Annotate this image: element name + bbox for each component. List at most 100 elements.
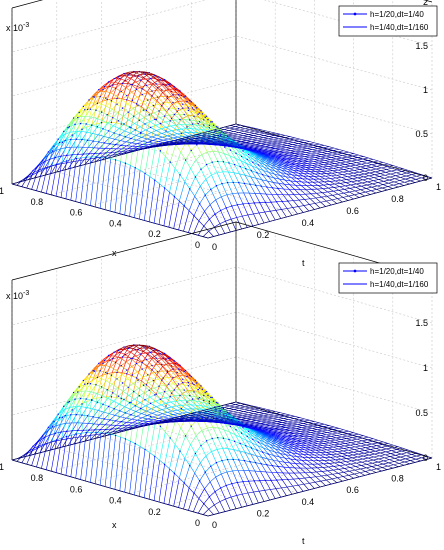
mesh-segment [216, 449, 223, 461]
mesh-segment [172, 104, 178, 112]
mesh-segment [109, 132, 115, 139]
mesh-segment [183, 230, 189, 233]
coarse-marker [117, 120, 120, 122]
mesh-segment [253, 213, 259, 225]
mesh-segment [223, 153, 230, 156]
mesh-segment [286, 215, 293, 218]
coarse-marker [65, 160, 68, 162]
mesh-segment [183, 508, 189, 511]
coarse-marker [238, 144, 240, 146]
mesh-segment [268, 136, 274, 138]
mesh-segment [265, 202, 271, 212]
mesh-segment [357, 177, 363, 181]
coarse-marker [98, 141, 100, 143]
mesh-segment [251, 170, 258, 174]
mesh-segment [325, 157, 331, 160]
coarse-marker [105, 97, 107, 99]
mesh-segment [165, 85, 171, 88]
mesh-segment [304, 171, 310, 175]
mesh-segment [173, 140, 180, 143]
mesh-segment [306, 150, 312, 153]
mesh-segment [400, 175, 407, 178]
mesh-segment [396, 172, 402, 175]
coarse-marker [124, 136, 127, 138]
mesh-segment [45, 173, 52, 176]
mesh-segment [321, 154, 327, 157]
mesh-segment [228, 162, 235, 165]
mesh-segment [164, 162, 171, 188]
coarse-marker [162, 83, 164, 86]
mesh-segment [128, 150, 135, 153]
mesh-segment [263, 170, 269, 177]
mesh-segment [220, 487, 226, 500]
mesh-segment [394, 181, 400, 184]
mesh-segment [233, 129, 240, 132]
mesh-segment [253, 212, 260, 215]
mesh-segment [26, 187, 32, 190]
coarse-marker [219, 134, 222, 136]
coarse-marker [74, 123, 76, 126]
mesh-segment [117, 112, 124, 117]
mesh-segment [216, 183, 223, 187]
coarse-marker [86, 139, 89, 141]
mesh-segment [102, 86, 109, 90]
mesh-segment [95, 206, 101, 209]
coarse-marker [175, 88, 177, 91]
mesh-segment [248, 154, 254, 160]
mesh-segment [352, 155, 358, 158]
mesh-segment [269, 169, 276, 172]
mesh-segment [379, 174, 386, 177]
coarse-marker [114, 143, 117, 146]
mesh-segment [81, 156, 87, 159]
mesh-segment [174, 174, 181, 197]
mesh-segment [98, 86, 105, 90]
mesh-segment [250, 127, 256, 129]
mesh-segment [225, 218, 232, 222]
mesh-segment [333, 187, 340, 191]
t-tick-label: 0.8 [391, 194, 404, 204]
coarse-marker [131, 83, 134, 86]
mesh-segment [156, 374, 163, 381]
mesh-segment [59, 409, 65, 418]
mesh-segment [229, 126, 236, 129]
mesh-segment [165, 125, 171, 128]
mesh-segment [338, 150, 344, 153]
mesh-segment [304, 199, 310, 205]
mesh-segment [118, 120, 125, 125]
mesh-segment [255, 128, 261, 130]
mesh-segment [39, 161, 45, 171]
mesh-segment [151, 84, 158, 91]
mesh-segment [177, 97, 183, 100]
mesh-segment [130, 138, 137, 141]
mesh-segment [11, 182, 18, 185]
mesh-segment [245, 143, 251, 145]
mesh-segment [346, 178, 353, 180]
coarse-marker [179, 118, 181, 121]
mesh-segment [139, 446, 146, 450]
mesh-segment [319, 176, 326, 180]
coarse-marker [169, 161, 171, 163]
coarse-marker [149, 126, 152, 129]
mesh-segment [290, 149, 297, 151]
mesh-segment [340, 179, 347, 181]
mesh-segment [206, 134, 213, 137]
mesh-segment [390, 173, 396, 176]
mesh-segment [354, 166, 361, 169]
mesh-segment [228, 162, 235, 173]
coarse-marker [126, 94, 128, 97]
mesh-segment [294, 139, 300, 142]
mesh-segment [260, 153, 267, 155]
mesh-segment [375, 167, 382, 170]
mesh-segment [333, 150, 339, 153]
mesh-segment [247, 159, 253, 163]
mesh-segment [317, 164, 323, 168]
mesh-segment [259, 131, 265, 134]
z-tick-label: 1 [423, 85, 428, 95]
mesh-segment [368, 178, 374, 181]
coarse-marker [281, 200, 283, 203]
mesh-segment [305, 153, 311, 155]
x-tick-label: 1 [0, 186, 4, 196]
mesh-segment [234, 142, 241, 144]
coarse-marker [100, 111, 103, 113]
coarse-marker [145, 84, 148, 87]
